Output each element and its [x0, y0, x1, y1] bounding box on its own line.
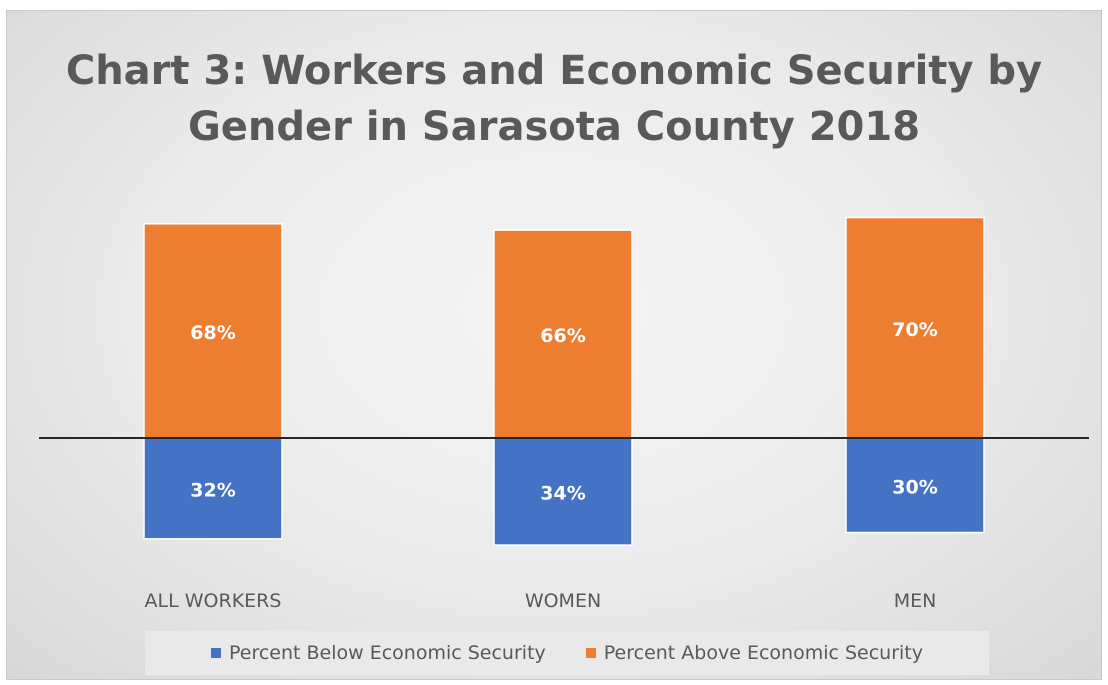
chart-title-line-2: Gender in Sarasota County 2018	[187, 104, 921, 150]
legend: Percent Below Economic Security Percent …	[145, 631, 989, 675]
bar-above-women	[493, 229, 633, 439]
legend-item-below: Percent Below Economic Security	[210, 642, 546, 664]
plot-area: 32% 68% ALL WORKERS 34% 66% WOMEN 30% 70% MEN	[39, 216, 1089, 612]
data-label-above-women: 66%	[540, 325, 585, 347]
legend-swatch-below	[210, 648, 221, 658]
data-label-below-all-workers: 32%	[190, 479, 235, 501]
data-label-below-men: 30%	[892, 476, 937, 498]
bar-above-all-workers	[143, 223, 283, 439]
chart-frame: Chart 3: Workers and Economic Security b…	[6, 10, 1102, 680]
legend-swatch-above	[585, 648, 596, 658]
data-label-below-women: 34%	[540, 483, 585, 505]
legend-label-below: Percent Below Economic Security	[228, 642, 546, 664]
chart-title-line-1: Chart 3: Workers and Economic Security b…	[65, 48, 1043, 94]
bar-below-all-workers	[143, 437, 283, 540]
bar-below-women	[493, 437, 633, 546]
category-label-men: MEN	[894, 590, 937, 612]
category-label-women: WOMEN	[525, 590, 601, 612]
legend-label-above: Percent Above Economic Security	[603, 642, 923, 664]
bar-below-men	[845, 437, 985, 534]
chart-title: Chart 3: Workers and Economic Security b…	[7, 43, 1101, 155]
data-label-above-men: 70%	[892, 319, 937, 341]
category-label-all-workers: ALL WORKERS	[145, 590, 282, 612]
data-label-above-all-workers: 68%	[190, 322, 235, 344]
bar-above-men	[845, 216, 985, 439]
legend-item-above: Percent Above Economic Security	[585, 642, 923, 664]
